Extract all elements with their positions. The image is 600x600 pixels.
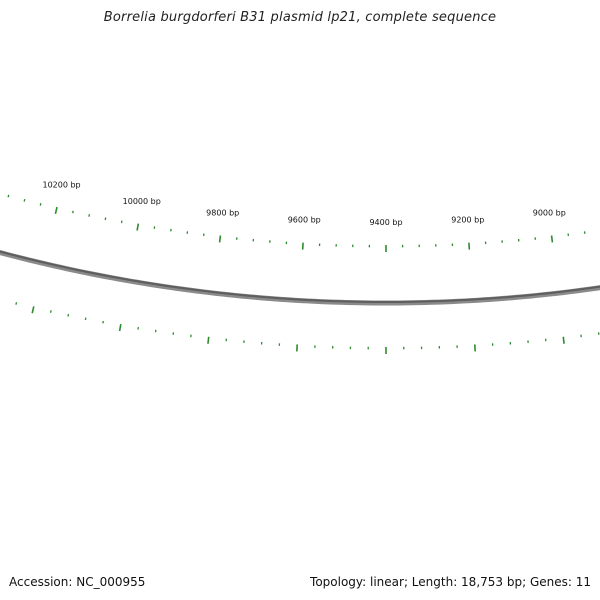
outer-tick	[88, 214, 91, 217]
backbone-core	[0, 250, 600, 304]
tick-label: 9000 bp	[533, 209, 566, 218]
tick-label: 9600 bp	[288, 216, 321, 225]
map-title: Borrelia burgdorferi B31 plasmid lp21, c…	[103, 10, 497, 25]
outer-tick	[54, 206, 58, 215]
backbone-shade	[0, 250, 600, 306]
tick-label: 9200 bp	[451, 216, 484, 225]
sequence-backbone	[0, 250, 600, 306]
outer-tick	[72, 210, 74, 214]
outer-tick	[23, 198, 26, 202]
inner-tick-ring	[15, 302, 600, 354]
tick-label: 9400 bp	[369, 218, 402, 227]
tick-labels: 10200 bp 10000 bp 9800 bp 9600 bp 9400 bp 920…	[42, 181, 565, 227]
accession-text: Accession: NC_000955	[9, 575, 146, 589]
inner-tick	[562, 336, 565, 344]
outer-tick	[550, 235, 554, 243]
inner-tick	[67, 313, 70, 317]
tick-label: 10200 bp	[42, 181, 80, 190]
inner-tick	[31, 306, 35, 314]
tick-label: 9800 bp	[206, 209, 239, 218]
inner-tick	[15, 302, 18, 305]
inner-tick	[118, 323, 122, 332]
inner-tick	[207, 336, 210, 344]
inner-tick	[49, 310, 52, 313]
topology-summary: Topology: linear; Length: 18,753 bp; Gen…	[310, 575, 591, 589]
outer-tick-ring	[7, 194, 586, 252]
outer-tick	[218, 235, 222, 243]
tick-label: 10000 bp	[123, 197, 161, 206]
outer-tick	[7, 194, 10, 198]
outer-tick	[136, 223, 140, 231]
outer-tick	[39, 203, 42, 206]
